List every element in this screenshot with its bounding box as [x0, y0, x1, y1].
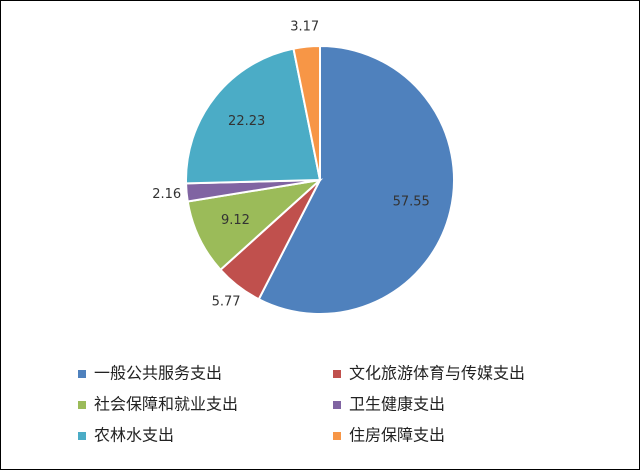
data-label: 2.16: [152, 187, 181, 202]
legend-marker: [78, 432, 86, 440]
data-label: 22.23: [228, 114, 265, 129]
legend-marker: [78, 370, 86, 378]
data-label: 3.17: [290, 19, 319, 34]
legend-label: 文化旅游体育与传媒支出: [349, 364, 525, 383]
pie-slice: [292, 44, 321, 181]
legend-marker: [333, 370, 341, 378]
data-label: 9.12: [221, 213, 250, 228]
data-label: 5.77: [212, 295, 241, 310]
legend-marker: [333, 401, 341, 409]
legend-label: 农林水支出: [94, 426, 174, 445]
legend-label: 一般公共服务支出: [94, 364, 222, 383]
legend-marker: [78, 401, 86, 409]
legend-label: 社会保障和就业支出: [94, 395, 238, 414]
legend-label: 住房保障支出: [349, 426, 445, 445]
pie-slice: [185, 47, 322, 185]
legend-marker: [333, 432, 341, 440]
legend-label: 卫生健康支出: [349, 395, 445, 414]
pie-slice: [257, 44, 455, 315]
data-label: 57.55: [393, 195, 430, 210]
